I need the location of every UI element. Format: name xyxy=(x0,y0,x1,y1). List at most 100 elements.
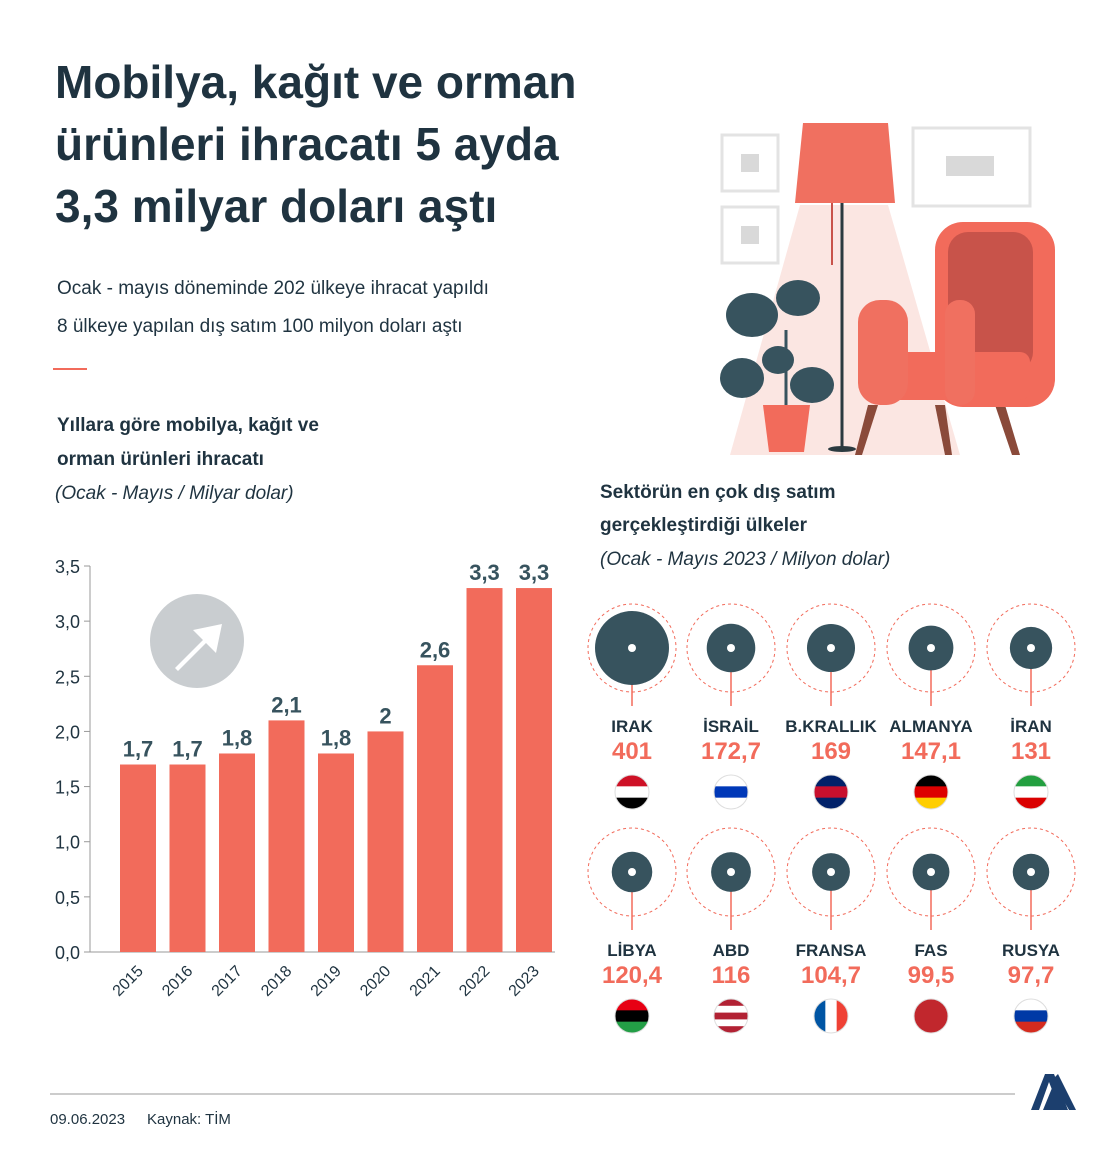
flag-border xyxy=(713,774,749,810)
x-tick-label: 2021 xyxy=(407,963,444,1000)
value-label: 1,7 xyxy=(172,737,203,762)
value-label: 99,5 xyxy=(908,962,955,989)
flag-border xyxy=(614,998,650,1034)
bubble-center xyxy=(827,868,835,876)
title-line: Mobilya, kağıt ve orman xyxy=(55,56,576,108)
flag-border xyxy=(1013,774,1049,810)
arrow-icon xyxy=(150,594,244,688)
flag xyxy=(914,999,948,1033)
bar xyxy=(169,764,206,952)
country-label: ALMANYA xyxy=(889,717,972,736)
x-tick-label: 2015 xyxy=(110,963,147,1000)
country-label: İRAN xyxy=(1010,717,1052,736)
value-label: 116 xyxy=(712,962,751,989)
value-label: 1,8 xyxy=(321,725,352,750)
chart-title: Sektörün en çok dış satım xyxy=(600,482,835,503)
y-tick-label: 0,5 xyxy=(55,888,80,908)
flag xyxy=(714,999,748,1033)
x-tick-label: 2019 xyxy=(308,963,345,1000)
chart-subtitle: (Ocak - Mayıs 2023 / Milyon dolar) xyxy=(600,549,890,570)
flag xyxy=(714,775,748,809)
ring xyxy=(786,603,876,693)
country-label: B.KRALLIK xyxy=(785,717,877,736)
value-label: 172,7 xyxy=(701,738,761,765)
bubble-center xyxy=(927,644,935,652)
illustration xyxy=(720,123,1055,455)
bubble-center xyxy=(628,644,636,652)
x-tick-label: 2020 xyxy=(357,963,394,1000)
footer-date: 09.06.2023 xyxy=(50,1111,125,1128)
bar xyxy=(318,753,354,952)
country-label: LİBYA xyxy=(607,941,656,960)
ring xyxy=(986,827,1076,917)
bar xyxy=(268,720,305,952)
flag-border xyxy=(614,774,650,810)
value-label: 104,7 xyxy=(801,962,861,989)
chart-title: Yıllara göre mobilya, kağıt ve xyxy=(57,415,319,436)
ring xyxy=(686,603,776,693)
bar xyxy=(417,665,453,952)
bubble-center xyxy=(727,868,735,876)
flag-border xyxy=(813,774,849,810)
bar xyxy=(367,731,404,952)
subtitle: Ocak - mayıs döneminde 202 ülkeye ihraca… xyxy=(57,278,489,299)
value-label: 131 xyxy=(1011,738,1051,765)
y-tick-label: 1,5 xyxy=(55,778,80,798)
chart-title: gerçekleştirdiği ülkeler xyxy=(600,515,808,536)
flag xyxy=(814,999,848,1033)
flag xyxy=(1014,775,1048,809)
bar xyxy=(466,588,503,952)
flag xyxy=(615,775,649,809)
flag xyxy=(615,999,649,1033)
chart-title: orman ürünleri ihracatı xyxy=(57,449,264,470)
x-tick-label: 2022 xyxy=(456,963,493,1000)
value-label: 169 xyxy=(811,738,851,765)
value-label: 1,7 xyxy=(123,737,154,762)
flag-border xyxy=(813,998,849,1034)
country-label: FAS xyxy=(914,941,947,960)
x-tick-label: 2016 xyxy=(159,963,196,1000)
country-label: FRANSA xyxy=(796,941,867,960)
footer-source: Kaynak: TİM xyxy=(147,1110,231,1128)
flag-border xyxy=(1013,998,1049,1034)
value-label: 2,6 xyxy=(420,637,451,662)
bubble-center xyxy=(827,644,835,652)
value-label: 2,1 xyxy=(271,692,302,717)
y-tick-label: 3,5 xyxy=(55,557,80,577)
bar xyxy=(219,753,255,952)
flag xyxy=(914,775,948,809)
ring xyxy=(886,603,976,693)
country-label: İSRAİL xyxy=(703,717,759,736)
x-tick-label: 2017 xyxy=(209,963,246,1000)
bubble-center xyxy=(927,868,935,876)
y-tick-label: 2,5 xyxy=(55,667,80,687)
bubble-center xyxy=(1027,868,1035,876)
value-label: 1,8 xyxy=(222,725,253,750)
bubble-center xyxy=(1027,644,1035,652)
y-tick-label: 0,0 xyxy=(55,943,80,963)
value-label: 3,3 xyxy=(469,560,500,585)
flag-border xyxy=(913,774,949,810)
x-tick-label: 2023 xyxy=(506,963,543,1000)
bar xyxy=(120,764,156,952)
ring xyxy=(587,603,677,693)
logo xyxy=(1031,1074,1076,1110)
ring xyxy=(587,827,677,917)
title-line: ürünleri ihracatı 5 ayda xyxy=(55,118,559,170)
bubble-center xyxy=(727,644,735,652)
y-tick-label: 2,0 xyxy=(55,722,80,742)
flag xyxy=(814,775,848,809)
subtitle: 8 ülkeye yapılan dış satım 100 milyon do… xyxy=(57,316,463,337)
value-label: 120,4 xyxy=(602,962,663,989)
flag xyxy=(1014,999,1048,1033)
flag-border xyxy=(913,998,949,1034)
flag-border xyxy=(713,998,749,1034)
country-label: IRAK xyxy=(611,717,653,736)
x-tick-label: 2018 xyxy=(258,963,295,1000)
value-label: 97,7 xyxy=(1008,962,1055,989)
y-tick-label: 1,0 xyxy=(55,833,80,853)
ring xyxy=(686,827,776,917)
chart-subtitle: (Ocak - Mayıs / Milyar dolar) xyxy=(55,483,294,504)
value-label: 147,1 xyxy=(901,738,961,765)
